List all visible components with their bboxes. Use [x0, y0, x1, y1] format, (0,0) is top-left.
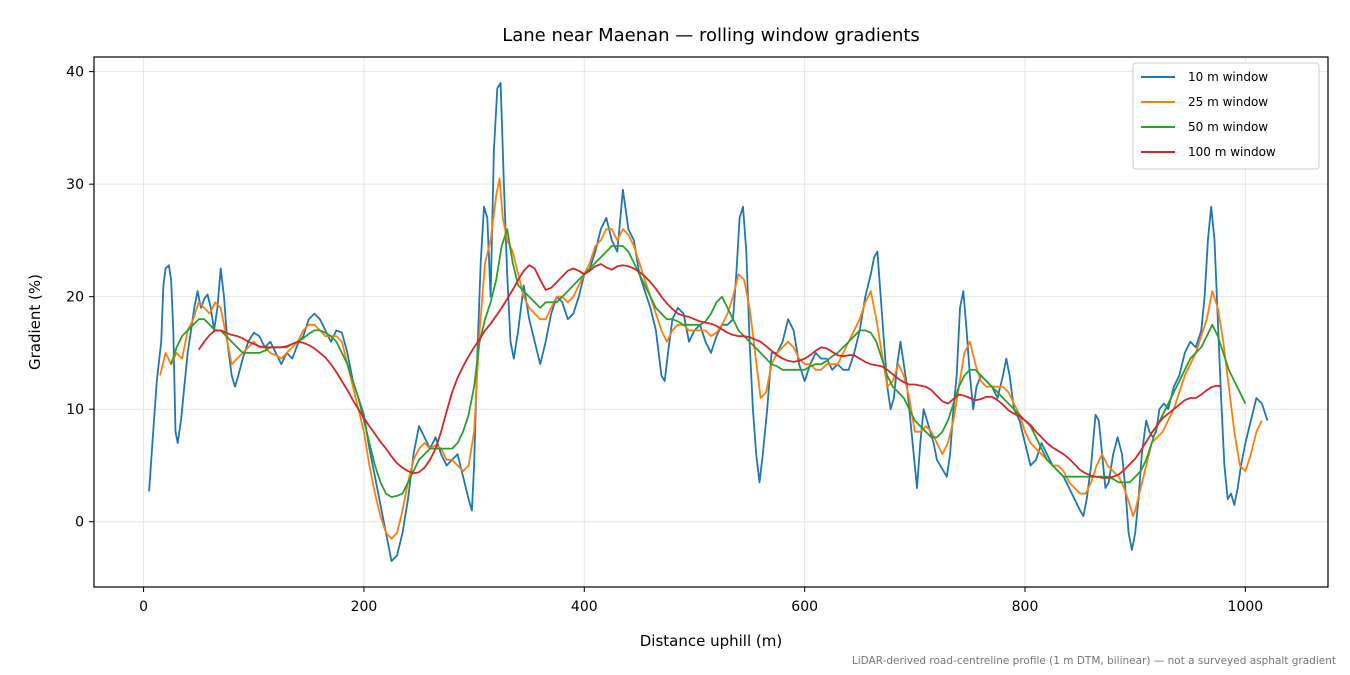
grid	[94, 57, 1328, 587]
series-line-4	[197, 263, 1222, 479]
x-tick-label: 200	[351, 599, 378, 615]
y-tick-label: 0	[75, 515, 84, 531]
legend-label-1: 10 m window	[1188, 70, 1268, 84]
x-tick-label: 800	[1012, 599, 1039, 615]
x-tick-label: 0	[139, 599, 148, 615]
x-axis-label: Distance uphill (m)	[640, 632, 782, 650]
y-tick-label: 40	[66, 65, 84, 81]
series-line-3	[170, 228, 1247, 498]
legend-box	[1132, 62, 1320, 170]
footnote: LiDAR-derived road-centreline profile (1…	[852, 655, 1336, 667]
plot-frame	[93, 56, 1329, 588]
legend-label-2: 25 m window	[1188, 95, 1268, 109]
y-tick-label: 30	[66, 177, 84, 193]
series-line-2	[159, 177, 1263, 540]
series-line-1	[148, 82, 1269, 562]
series-layer	[148, 82, 1269, 562]
x-tick-label: 400	[571, 599, 598, 615]
y-axis-label: Gradient (%)	[26, 274, 44, 370]
x-tick-label: 1000	[1228, 599, 1264, 615]
axis-ticks: 0 200 400 600 800 1000 0 10 20 30 40	[66, 65, 1263, 615]
x-tick-label: 600	[791, 599, 818, 615]
legend-label-4: 100 m window	[1188, 145, 1276, 159]
legend-label-3: 50 m window	[1188, 120, 1268, 134]
chart-title: Lane near Maenan — rolling window gradie…	[502, 25, 920, 46]
y-tick-label: 20	[66, 290, 84, 306]
legend: 10 m window 25 m window 50 m window 100 m w…	[1132, 62, 1320, 170]
y-tick-label: 10	[66, 402, 84, 418]
